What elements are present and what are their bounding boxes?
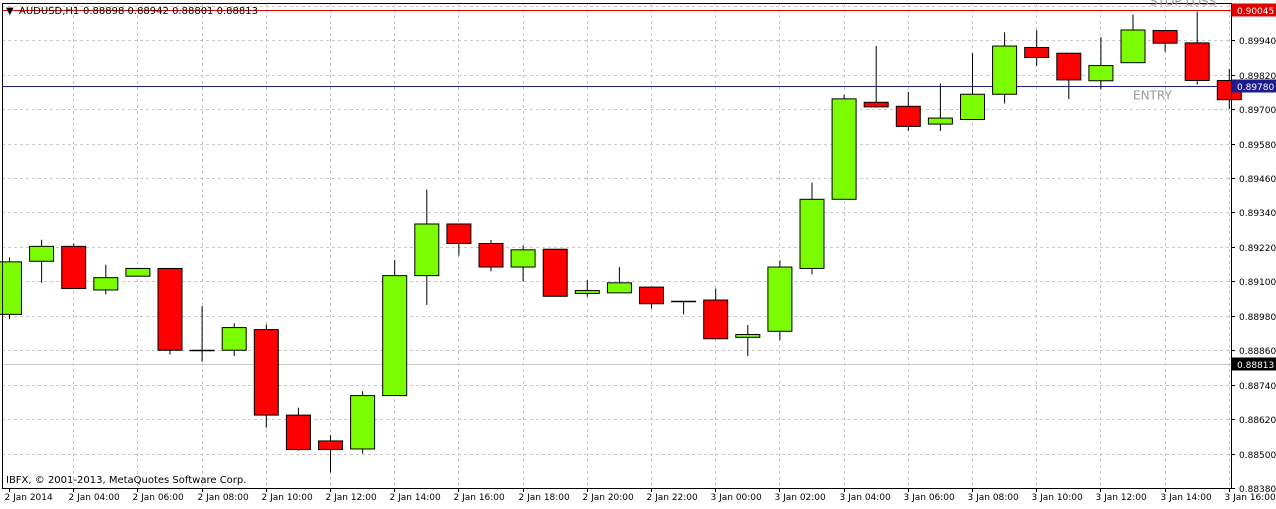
candle-body-bear — [1057, 53, 1081, 80]
x-tick-label: 2 Jan 22:00 — [647, 493, 699, 503]
stop-loss-label: STOP LOSS — [1150, 0, 1216, 9]
y-tick-label: 0.88740 — [1239, 382, 1276, 392]
candle-body-bull — [126, 268, 150, 276]
x-tick-label: 2 Jan 10:00 — [262, 493, 314, 503]
candle-body-bear — [158, 268, 182, 350]
candle-body-bull — [222, 328, 246, 351]
candle[interactable] — [254, 324, 278, 427]
current-price-label: 0.88813 — [1237, 361, 1274, 371]
candle-body-bear — [447, 224, 471, 244]
candle-body-bull — [511, 250, 535, 267]
candle-body-bull — [415, 224, 439, 276]
candle-body-bear — [62, 246, 86, 288]
candle-body-bull — [832, 99, 856, 199]
x-tick-label: 2 Jan 14:00 — [390, 493, 442, 503]
x-tick-label: 3 Jan 06:00 — [904, 493, 956, 503]
candle-body-bull — [351, 396, 375, 449]
candle-body-bull — [1121, 30, 1145, 63]
candle[interactable] — [832, 95, 856, 199]
y-tick-label: 0.89220 — [1239, 244, 1276, 254]
candle-body-bear — [319, 441, 343, 450]
symbol-dropdown-icon[interactable]: ▼ — [6, 6, 14, 17]
candle[interactable] — [158, 268, 182, 354]
copyright-notice: IBFX, © 2001-2013, MetaQuotes Software C… — [6, 475, 246, 486]
candle-body-bull — [575, 291, 599, 294]
candle-body-bull — [961, 94, 985, 119]
x-tick-label: 3 Jan 04:00 — [840, 493, 892, 503]
candle[interactable] — [62, 243, 86, 288]
candle[interactable] — [126, 268, 150, 276]
candle-body-bull — [0, 262, 22, 315]
chart-ohlc-readout: 0.88898 0.88942 0.88801 0.88813 — [83, 6, 258, 17]
candle-body-bear — [864, 102, 888, 107]
candle[interactable] — [351, 391, 375, 453]
candle[interactable] — [768, 260, 792, 340]
candle-body-bull — [1089, 66, 1113, 81]
candle-body-bear — [543, 249, 567, 296]
chart-symbol-label: AUDUSD,H1 — [19, 6, 79, 17]
candle-body-bear — [254, 330, 278, 416]
y-tick-label: 0.88620 — [1239, 416, 1276, 426]
x-tick-label: 2 Jan 06:00 — [133, 493, 185, 503]
x-tick-label: 3 Jan 08:00 — [968, 493, 1020, 503]
x-tick-label: 3 Jan 12:00 — [1096, 493, 1148, 503]
y-tick-label: 0.89460 — [1239, 175, 1276, 185]
x-tick-label: 3 Jan 10:00 — [1032, 493, 1084, 503]
x-tick-label: 2 Jan 08:00 — [198, 493, 250, 503]
candle-body-bear — [479, 243, 503, 267]
entry-price-label: 0.89780 — [1237, 83, 1274, 93]
x-tick-label: 2 Jan 20:00 — [583, 493, 635, 503]
y-tick-label: 0.89700 — [1239, 106, 1276, 116]
x-tick-label: 2 Jan 04:00 — [69, 493, 121, 503]
candle-body-bull — [928, 118, 952, 124]
y-tick-label: 0.88980 — [1239, 313, 1276, 323]
x-tick-label: 3 Jan 02:00 — [775, 493, 827, 503]
candle-body-bull — [800, 199, 824, 268]
x-tick-label: 3 Jan 14:00 — [1161, 493, 1213, 503]
x-tick-label: 2 Jan 16:00 — [454, 493, 506, 503]
candle-body-bear — [640, 287, 664, 304]
candle-body-bear — [1025, 47, 1049, 57]
candle[interactable] — [0, 258, 22, 320]
x-tick-label: 3 Jan 00:00 — [711, 493, 763, 503]
x-tick-label: 2 Jan 18:00 — [519, 493, 571, 503]
candle-body-bull — [94, 278, 118, 290]
candle-body-bear — [286, 415, 310, 449]
y-tick-label: 0.89100 — [1239, 278, 1276, 288]
candle[interactable] — [383, 260, 407, 395]
candle-body-bear — [896, 106, 920, 126]
x-tick-label: 2 Jan 12:00 — [326, 493, 378, 503]
candle-body-bull — [993, 46, 1017, 94]
candle-body-bull — [768, 267, 792, 331]
candle-body-bull — [383, 276, 407, 396]
y-tick-label: 0.89340 — [1239, 209, 1276, 219]
y-tick-label: 0.89580 — [1239, 141, 1276, 151]
y-tick-label: 0.88500 — [1239, 451, 1276, 461]
candle[interactable] — [479, 240, 503, 271]
candle-body-bull — [607, 283, 631, 293]
candle-body-bull — [30, 246, 54, 261]
candle[interactable] — [543, 249, 567, 296]
candle-body-bear — [1185, 43, 1209, 81]
stop-loss-price-label: 0.90045 — [1237, 7, 1274, 17]
x-tick-label: 3 Jan 16:00 — [1225, 493, 1276, 503]
x-tick-label: 2 Jan 2014 — [5, 493, 53, 503]
y-tick-label: 0.89940 — [1239, 37, 1276, 47]
candle-body-bear — [1153, 31, 1177, 44]
candle-body-bear — [704, 300, 728, 339]
candle-body-bull — [736, 334, 760, 337]
y-tick-label: 0.88860 — [1239, 347, 1276, 357]
entry-label: ENTRY — [1133, 89, 1172, 103]
